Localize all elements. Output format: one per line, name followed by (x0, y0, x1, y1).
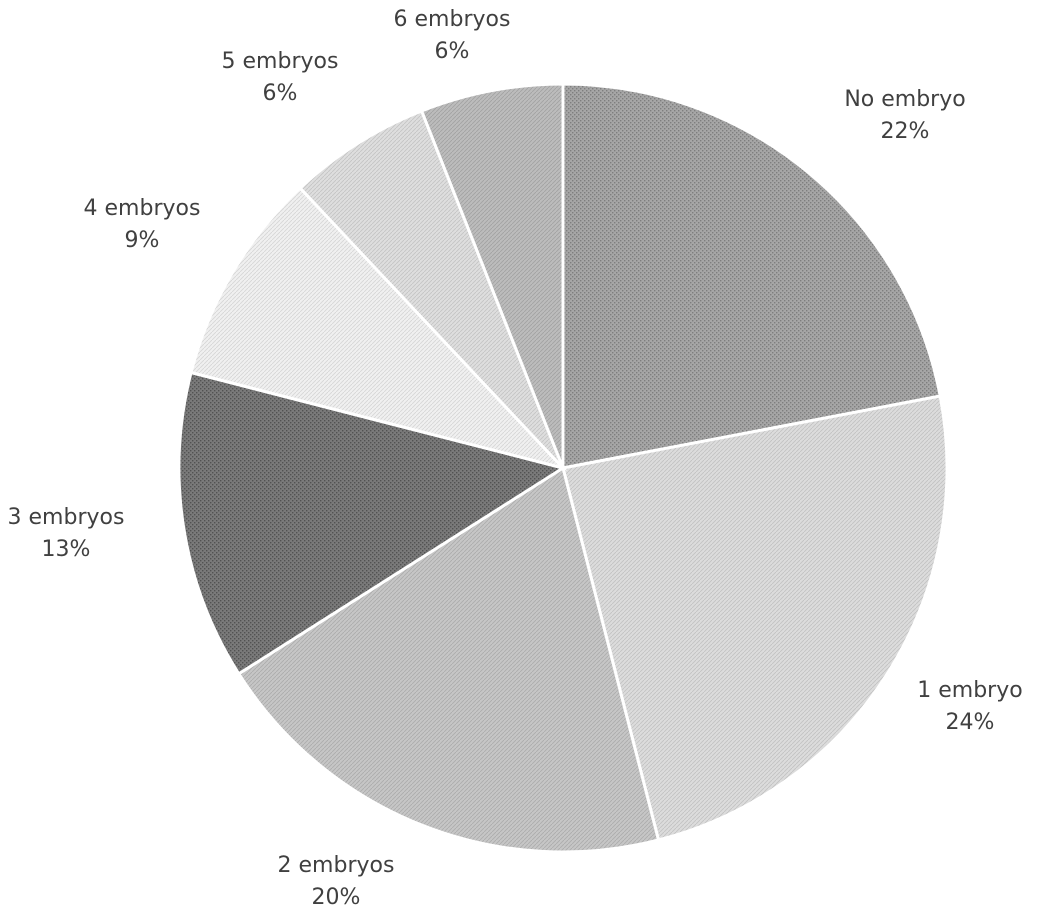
pie-slice-no-embryo (561, 82, 942, 470)
slice-category-label: No embryo (844, 87, 965, 112)
slice-label-5-embryos: 5 embryos 6% (222, 49, 339, 106)
pie-slice-2-embryos (236, 465, 661, 854)
slice-category-label: 3 embryos (8, 505, 125, 530)
pie-slice-6-embryos (419, 82, 565, 469)
slice-percent-label: 20% (312, 885, 361, 910)
slice-category-label: 5 embryos (222, 49, 339, 74)
slice-label-3-embryos: 3 embryos 13% (8, 505, 125, 562)
slice-category-label: 1 embryo (917, 678, 1022, 703)
pie-slice-5-embryos (298, 109, 565, 470)
slices-layer (177, 82, 949, 854)
slice-percent-label: 9% (125, 228, 160, 253)
slice-label-6-embryos: 6 embryos 6% (394, 7, 511, 64)
slice-label-4-embryos: 4 embryos 9% (84, 196, 201, 253)
slice-percent-label: 6% (435, 39, 470, 64)
slice-label-no-embryo: No embryo 22% (844, 87, 965, 144)
slice-percent-label: 22% (881, 119, 930, 144)
pie-slice-3-embryos (177, 370, 567, 676)
slice-percent-label: 13% (42, 537, 91, 562)
pie-slice-4-embryos (189, 185, 568, 471)
labels-layer: No embryo 22% 1 embryo 24% 2 embryos 20% 3 emb… (8, 7, 1023, 910)
slice-category-label: 6 embryos (394, 7, 511, 32)
slice-category-label: 4 embryos (84, 196, 201, 221)
slice-label-1-embryo: 1 embryo 24% (917, 678, 1022, 735)
slice-category-label: 2 embryos (278, 853, 395, 878)
pie-slice-1-embryo (561, 394, 949, 842)
slice-label-2-embryos: 2 embryos 20% (278, 853, 395, 910)
slice-percent-label: 6% (263, 81, 298, 106)
slice-percent-label: 24% (946, 710, 995, 735)
